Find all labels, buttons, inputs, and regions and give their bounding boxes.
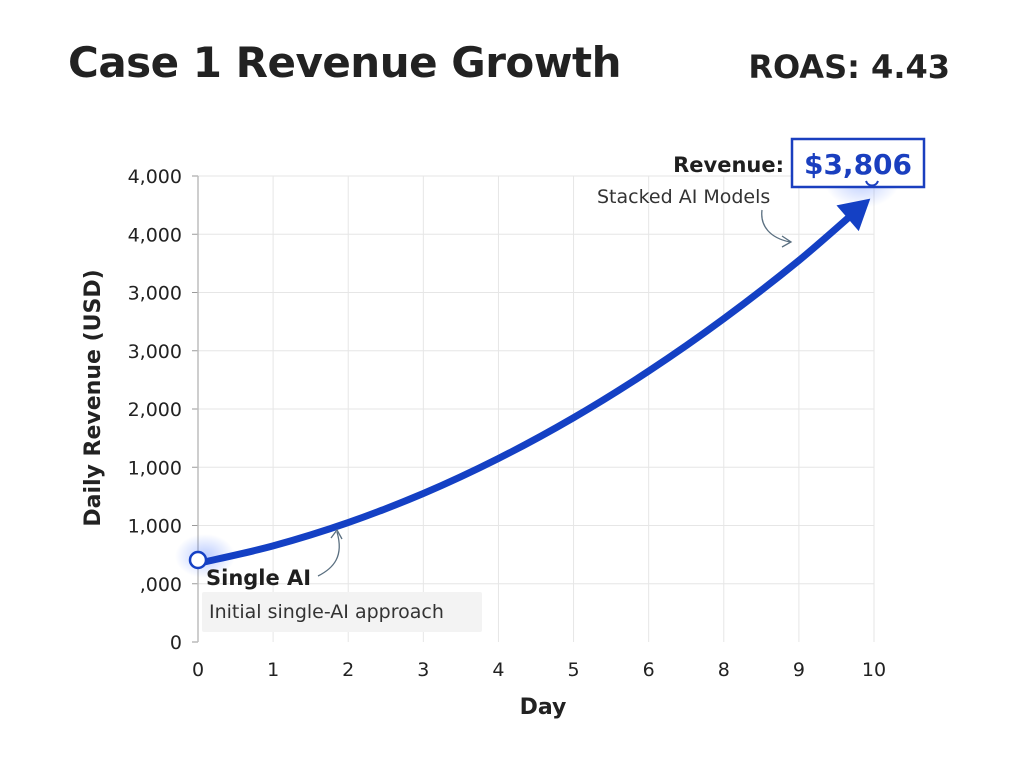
- x-tick-label: 5: [568, 659, 580, 681]
- y-tick-label: 3,000: [128, 283, 182, 305]
- y-tick-label: ,000: [140, 574, 182, 596]
- x-axis-label: Day: [520, 695, 567, 720]
- x-tick-label: 0: [192, 659, 204, 681]
- grid: [192, 175, 875, 643]
- series-arrowhead: [836, 198, 871, 232]
- x-tick-label: 2: [342, 659, 354, 681]
- start-annotation-title: Single AI: [206, 566, 311, 590]
- series: [194, 198, 871, 567]
- y-tick-label: 1,000: [128, 457, 182, 479]
- y-tick-label: 4,000: [128, 224, 182, 246]
- y-tick-label: 3,000: [128, 341, 182, 363]
- x-tick-label: 1: [267, 659, 279, 681]
- y-axis-label: Daily Revenue (USD): [81, 269, 106, 526]
- start-annotation-arrowhead: [330, 528, 343, 540]
- y-tick-labels: 0 ,000 1,000 1,000 2,000 3,000 3,000 4,000 4,000: [128, 166, 182, 654]
- x-tick-label: 9: [793, 659, 805, 681]
- y-tick-label: 4,000: [128, 166, 182, 188]
- y-tick-label: 0: [170, 632, 182, 654]
- chart-title: Case 1 Revenue Growth: [68, 38, 622, 87]
- x-tick-label: 4: [492, 659, 504, 681]
- end-annotation-subtitle: Stacked AI Models: [597, 186, 770, 208]
- x-tick-label: 8: [718, 659, 730, 681]
- y-tick-label: 2,000: [128, 399, 182, 421]
- end-annotation-arrow: [761, 209, 791, 243]
- x-tick-label: 10: [862, 659, 886, 681]
- x-tick-label: 3: [417, 659, 429, 681]
- y-tick-label: 1,000: [128, 516, 182, 538]
- start-annotation-box: [202, 592, 482, 632]
- callout-decoration: [865, 180, 879, 187]
- x-tick-labels: 0 1 2 3 4 5 6 8 9 10: [192, 659, 886, 681]
- start-annotation-subtitle: Initial single-AI approach: [209, 601, 444, 623]
- start-annotation-arrow: [317, 531, 340, 577]
- roas-metric: ROAS: 4.43: [748, 48, 950, 86]
- revenue-callout-box: [790, 137, 926, 189]
- revenue-callout-label: Revenue:: [673, 153, 784, 177]
- revenue-series-line: [194, 201, 867, 567]
- x-tick-label: 6: [643, 659, 655, 681]
- end-annotation-arrowhead: [781, 235, 793, 248]
- revenue-callout-value: $3,806: [804, 148, 912, 181]
- start-point-marker: [188, 550, 208, 570]
